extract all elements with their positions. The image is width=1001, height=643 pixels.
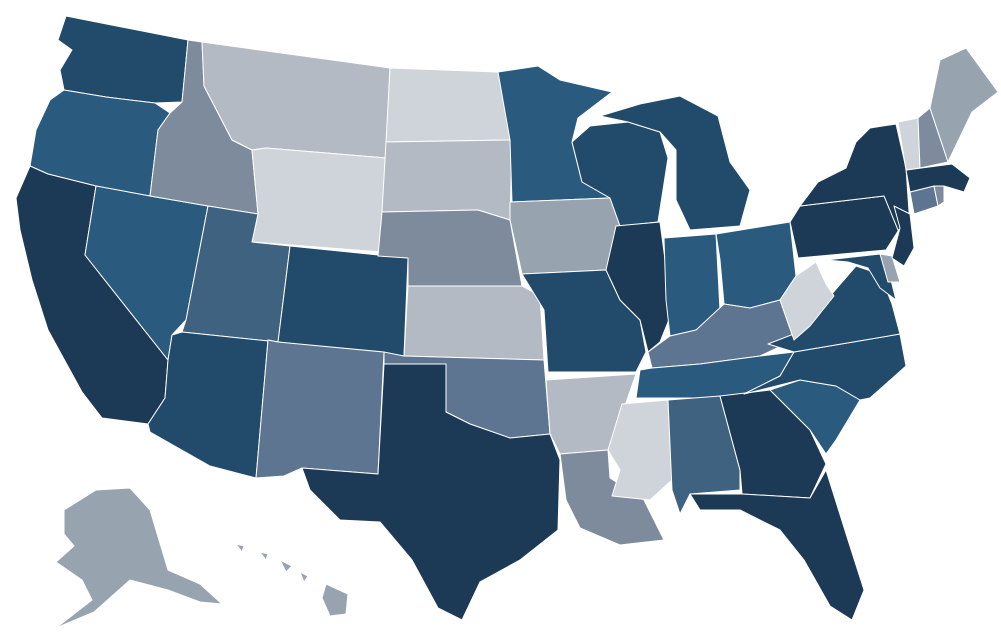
state-me[interactable] xyxy=(929,47,999,163)
state-ia[interactable] xyxy=(509,197,621,275)
state-nm[interactable] xyxy=(255,339,385,479)
state-wi[interactable] xyxy=(571,121,669,227)
state-wy[interactable] xyxy=(251,147,387,253)
state-ak[interactable] xyxy=(55,487,223,629)
state-wv[interactable] xyxy=(779,261,835,341)
state-mi[interactable] xyxy=(599,95,751,231)
state-sd[interactable] xyxy=(381,139,513,221)
state-hi[interactable] xyxy=(235,543,349,617)
state-ma[interactable] xyxy=(905,163,971,193)
state-fl[interactable] xyxy=(689,469,865,621)
state-ny[interactable] xyxy=(799,123,911,231)
state-wa[interactable] xyxy=(57,15,189,104)
state-la[interactable] xyxy=(559,449,665,546)
states-layer xyxy=(15,15,999,629)
state-co[interactable] xyxy=(277,245,409,357)
state-nj[interactable] xyxy=(891,205,915,267)
state-de[interactable] xyxy=(879,253,901,283)
state-tx[interactable] xyxy=(301,363,561,621)
state-nd[interactable] xyxy=(385,67,513,143)
state-ks[interactable] xyxy=(403,285,545,361)
